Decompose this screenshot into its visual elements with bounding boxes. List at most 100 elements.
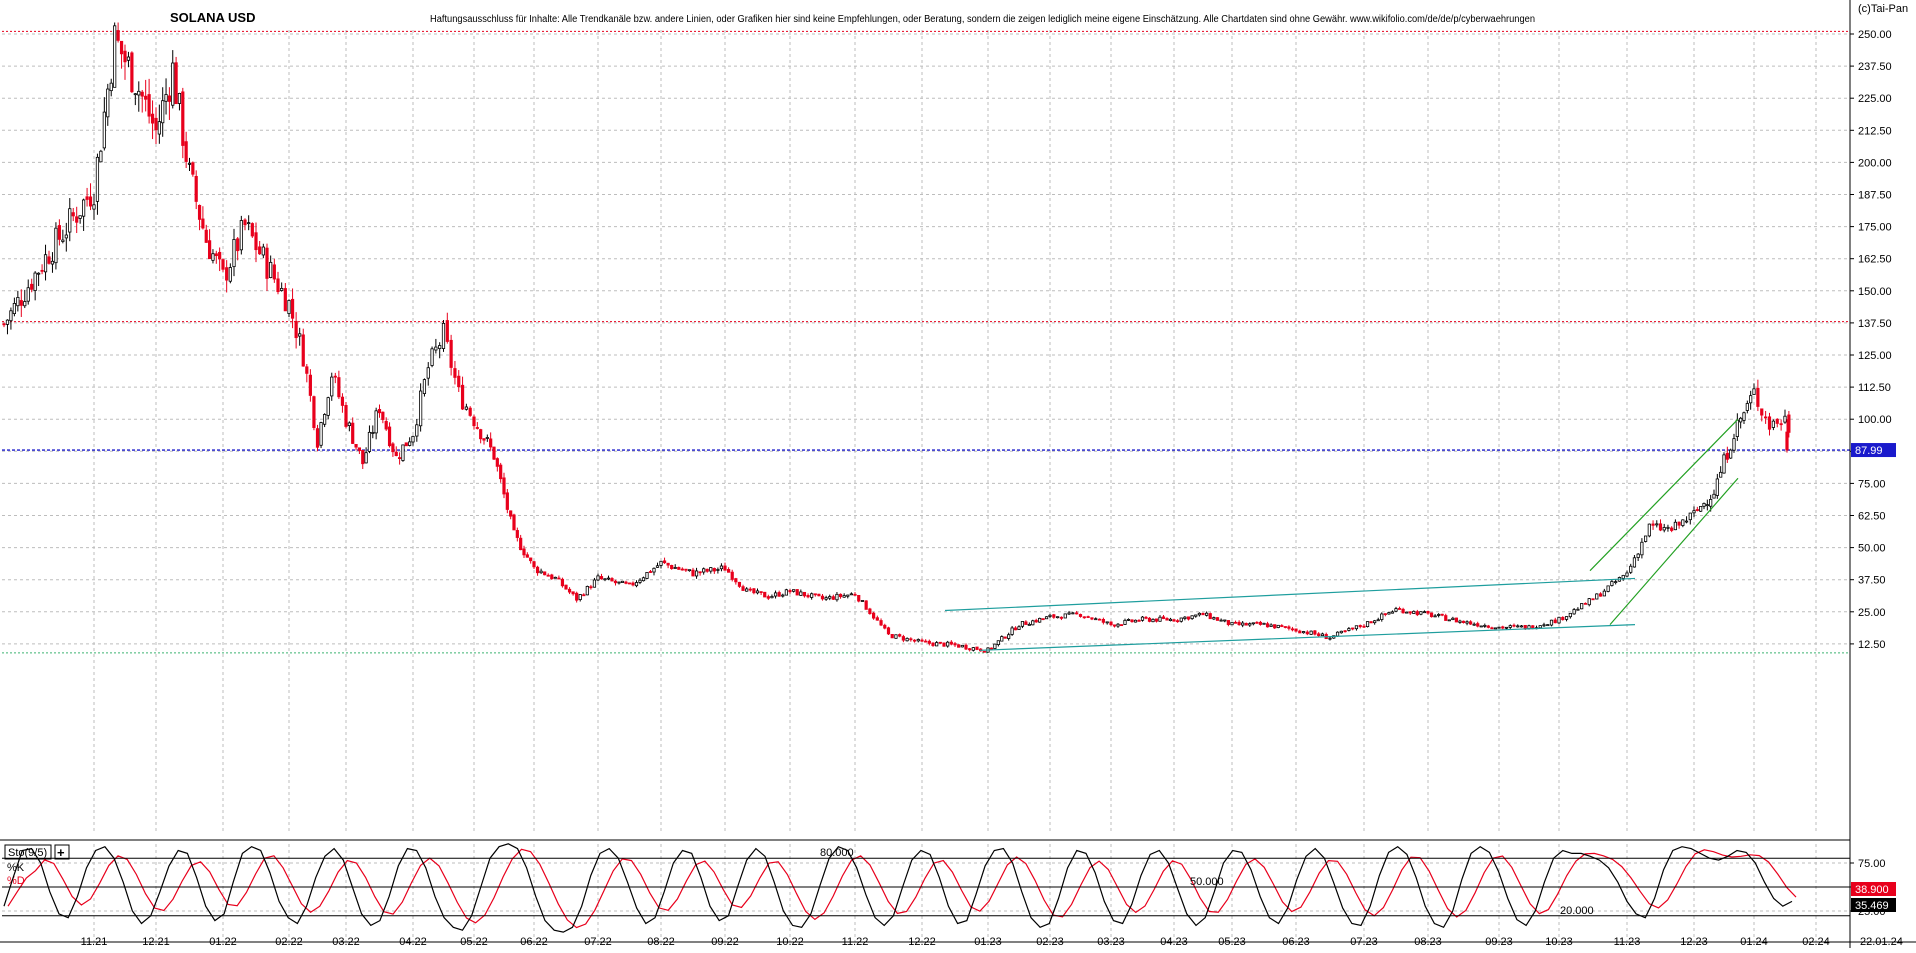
candle-down [40,269,44,272]
trendline-green [1589,418,1739,572]
price-tick-label: 250.00 [1858,29,1892,41]
candle-down [1358,625,1362,628]
candle-down [1775,418,1779,424]
candle-up [1347,628,1351,631]
candle-down [853,593,857,596]
candle-down [1469,621,1473,625]
candle-down [560,578,565,587]
candle-up [1354,625,1359,630]
candle-down [1176,620,1180,623]
candle-down [88,196,93,207]
stoch-toggle-button[interactable] [54,844,70,860]
candle-up [1276,624,1280,628]
month-tick-label: 11.22 [842,936,869,948]
candle-up [1542,624,1546,627]
candle-up [1614,581,1618,584]
candle-down [167,95,171,102]
candle-down [564,584,568,590]
candle-down [1313,630,1317,635]
candle-up [1067,612,1071,615]
candle-up [347,422,351,427]
candle-down [1501,626,1505,629]
price-tick-label: 175.00 [1858,222,1892,234]
candle-down [532,561,536,568]
candle-down [1024,621,1028,625]
candle-down [737,581,742,587]
candle-down [1454,617,1458,623]
candle-down [1287,626,1291,629]
plus-icon[interactable]: + [57,845,65,860]
candle-down [1208,613,1212,620]
candle-up [1262,622,1266,625]
candle-down [802,591,807,597]
candle-up [211,253,215,261]
candle-down [924,640,928,643]
candle-down [505,492,509,510]
candle-down [763,591,767,598]
month-tick-label: 11.21 [81,936,108,948]
candle-up [1684,520,1689,523]
candle-up [1497,626,1501,629]
candle-up [1549,619,1554,626]
candle-down [1280,625,1284,627]
candle-down [119,40,124,55]
candle-down [75,216,79,223]
candle-up [770,596,774,599]
candle-down [116,30,120,41]
candle-up [1493,627,1498,630]
month-tick-label: 03.22 [332,936,360,948]
candle-up [935,642,939,647]
candle-down [340,396,345,406]
candle-down [1097,618,1102,621]
candle-down [1426,611,1430,614]
candle-up [792,589,796,592]
candle-up [620,580,625,583]
candle-down [472,416,476,427]
candle-up [102,111,106,149]
candle-down [1677,521,1681,526]
candle-down [1144,616,1148,619]
candle-up [438,345,442,349]
candle-up [810,593,814,598]
candle-down [509,510,513,517]
price-tick-label: 137.50 [1858,318,1892,330]
candle-up [401,444,405,461]
candle-up [1610,581,1614,586]
candle-up [1183,616,1187,619]
candle-up [26,287,30,302]
price-tick-label: 37.50 [1858,575,1886,587]
candle-down [766,596,770,599]
candle-down [1760,408,1764,416]
candle-down [838,593,843,598]
candle-up [860,600,865,602]
candle-up [781,594,785,597]
candle-down [806,595,810,598]
candle-down [1397,608,1402,610]
candle-down [1767,416,1772,430]
candle-down [489,438,493,448]
candle-up [280,288,284,291]
candle-up [1405,611,1409,614]
candle-down [727,569,731,573]
candle-up [1564,616,1569,620]
candle-down [975,646,979,650]
month-tick-label: 04.23 [1160,936,1188,948]
candle-down [1486,625,1490,628]
candle-up [773,592,778,597]
candle-down [201,218,205,229]
candle-up [1681,519,1685,526]
candle-down [181,91,185,146]
candle-up [323,414,327,425]
candle-up [1390,611,1395,614]
candle-down [354,443,358,448]
candle-down [515,530,519,538]
candle-down [502,477,506,495]
candle-up [1020,621,1025,627]
candle-up [261,246,265,256]
candle-up [905,637,909,642]
candle-up [1116,623,1120,627]
candle-down [479,429,483,440]
candle-up [1458,620,1462,623]
candle-down [512,514,516,531]
candle-up [1692,510,1696,514]
